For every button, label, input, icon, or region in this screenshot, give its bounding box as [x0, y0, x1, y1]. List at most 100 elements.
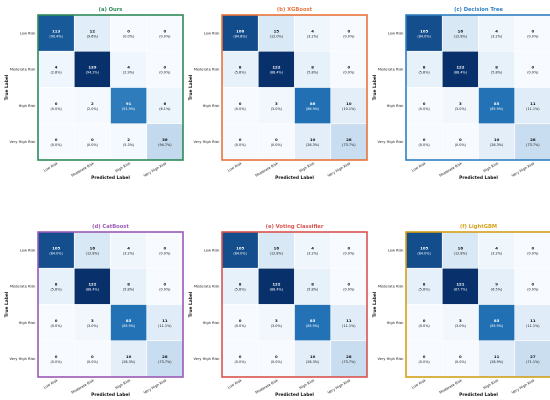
- panel-4-cell-r3-c3: [146, 340, 184, 378]
- panel-4-cell-r0-c0: [37, 231, 75, 269]
- panel-3-frame: [405, 14, 550, 161]
- panel-3-cell-pct-r1-c2: (5.8%): [491, 71, 503, 75]
- panel-2-cell-r0-c0: [221, 14, 259, 52]
- panel-3-x-axis-label: Predicted Label: [459, 175, 498, 181]
- panel-4-cell-r1-c0: [37, 267, 75, 305]
- panel-2-cell-r2-c1: [257, 87, 295, 125]
- panel-3-cell-count-r0-c0: 105: [420, 28, 428, 33]
- panel-4-cell-count-r2-c0: 0: [55, 318, 58, 323]
- panel-6-cell-pct-r0-c0: (84.0%): [417, 251, 431, 255]
- panel-1-cell-count-r3-c1: 0: [91, 137, 94, 142]
- panel-6-y-tick-0: Low Risk: [388, 248, 405, 252]
- panel-6-x-axis-label: Predicted Label: [459, 392, 498, 398]
- panel-1-cell-pct-r2-c1: (2.0%): [87, 107, 99, 111]
- panel-3-cell-pct-r3-c0: (0.0%): [418, 143, 430, 147]
- panel-5-cell-count-r1-c1: 122: [272, 282, 280, 287]
- panel-1-cell-r2-c1: [73, 87, 111, 125]
- panel-6-cell-r3-c3: [514, 340, 550, 378]
- panel-3-cell-pct-r3-c1: (0.0%): [455, 143, 467, 147]
- panel-5-cell-pct-r3-c0: (0.0%): [234, 360, 246, 364]
- panel-4-cell-count-r1-c0: 8: [55, 282, 58, 287]
- panel-5-cell-r2-c3: [330, 304, 368, 342]
- panel-4-cell-count-r2-c2: 85: [126, 318, 132, 323]
- panel-1-cell-count-r2-c2: 91: [126, 101, 132, 106]
- panel-5-frame: [221, 231, 368, 378]
- panel-3-cell-pct-r0-c3: (0.0%): [527, 34, 539, 38]
- panel-5-cell-pct-r1-c1: (88.4%): [270, 288, 284, 292]
- panel-2-cell-pct-r3-c1: (0.0%): [271, 143, 283, 147]
- panel-2-cell-pct-r3-c2: (26.3%): [306, 143, 320, 147]
- panel-3-cell-count-r2-c3: 11: [530, 101, 536, 106]
- panel-3-cell-pct-r3-c3: (73.7%): [526, 143, 540, 147]
- panel-5-cell-r0-c0: [221, 231, 259, 269]
- panel-6-cell-count-r1-c3: 0: [532, 282, 535, 287]
- panel-4-cell-pct-r1-c1: (88.4%): [86, 288, 100, 292]
- panel-6-cell-pct-r0-c3: (0.0%): [527, 251, 539, 255]
- panel-5-cell-count-r2-c1: 3: [275, 318, 278, 323]
- panel-4-y-tick-3: Very High Risk: [10, 357, 37, 361]
- panel-1-cell-r0-c1: [73, 14, 111, 52]
- panel-1-cell-count-r0-c3: 0: [164, 28, 167, 33]
- panel-4-y-tick-0: Low Risk: [20, 248, 37, 252]
- panel-2-cell-pct-r3-c0: (0.0%): [234, 143, 246, 147]
- panel-2-cell-pct-r0-c3: (0.0%): [343, 34, 355, 38]
- panel-1-cell-count-r2-c3: 6: [164, 101, 167, 106]
- panel-2-x-axis-label: Predicted Label: [275, 175, 314, 181]
- panel-5-cell-pct-r1-c0: (5.8%): [234, 288, 246, 292]
- panel-3-x-tick-2: High Risk: [483, 161, 500, 173]
- panel-6-cell-r2-c1: [441, 304, 479, 342]
- panel-5-cell-pct-r2-c2: (85.9%): [306, 324, 320, 328]
- panel-2-cell-count-r0-c1: 15: [274, 28, 280, 33]
- panel-5-cell-pct-r2-c3: (11.1%): [342, 324, 356, 328]
- panel-5-cell-count-r0-c1: 16: [274, 245, 280, 250]
- panel-1-cell-count-r1-c3: 0: [164, 65, 167, 70]
- panel-2-y-tick-3: Very High Risk: [194, 140, 221, 144]
- panel-4-x-tick-3: Very High Risk: [143, 378, 168, 395]
- panel-6-cell-r3-c2: [478, 340, 516, 378]
- panel-5-title: (e) Voting Classifier: [266, 224, 324, 230]
- panel-2-cell-pct-r2-c1: (3.0%): [271, 107, 283, 111]
- panel-3-y-tick-1: Moderate Risk: [378, 68, 405, 72]
- panel-2-cell-r1-c2: [294, 50, 332, 88]
- panel-3-y-tick-2: High Risk: [387, 104, 405, 108]
- panel-2-y-tick-1: Moderate Risk: [194, 68, 221, 72]
- panel-1-cell-pct-r0-c3: (0.0%): [159, 34, 171, 38]
- panel-3-cell-count-r3-c1: 0: [459, 137, 462, 142]
- panel-2-cell-count-r2-c1: 3: [275, 101, 278, 106]
- panel-3-cell-r0-c2: [478, 14, 516, 52]
- panel-1-cell-count-r2-c1: 2: [91, 101, 94, 106]
- panel-5-x-tick-0: Low Risk: [227, 378, 243, 390]
- panel-3-cell-r3-c0: [405, 123, 443, 161]
- panel-6-cell-pct-r0-c2: (3.2%): [491, 251, 503, 255]
- panel-6-cell-pct-r1-c3: (0.0%): [527, 288, 539, 292]
- panel-1-cell-r0-c0: [37, 14, 75, 52]
- panel-5-x-axis-label: Predicted Label: [275, 392, 314, 398]
- panel-5-cell-r3-c3: [330, 340, 368, 378]
- panel-6-cell-r2-c0: [405, 304, 443, 342]
- panel-3-cell-pct-r1-c0: (5.8%): [418, 71, 430, 75]
- panel-2-cell-pct-r1-c3: (0.0%): [343, 71, 355, 75]
- panel-3-cell-pct-r0-c1: (12.8%): [454, 34, 468, 38]
- panel-3-cell-r3-c3: [514, 123, 550, 161]
- panel-1-cell-pct-r1-c2: (2.9%): [123, 71, 135, 75]
- panel-6-cell-pct-r2-c3: (11.1%): [526, 324, 540, 328]
- panel-1-cell-r1-c3: [146, 50, 184, 88]
- panel-3-y-tick-0: Low Risk: [388, 31, 405, 35]
- panel-4-cell-r3-c1: [73, 340, 111, 378]
- panel-5-cell-count-r0-c0: 105: [236, 245, 244, 250]
- panel-2-y-tick-0: Low Risk: [204, 31, 221, 35]
- panel-4-cell-r1-c1: [73, 267, 111, 305]
- panel-2-cell-r1-c3: [330, 50, 368, 88]
- panel-6-cell-count-r2-c1: 3: [459, 318, 462, 323]
- panel-6-frame: [405, 231, 550, 378]
- panel-4-y-tick-1: Moderate Risk: [10, 285, 37, 289]
- panel-2-cell-r1-c1: [257, 50, 295, 88]
- panel-6-y-axis-label: True Label: [372, 291, 378, 317]
- panel-5-cell-count-r1-c0: 8: [239, 282, 242, 287]
- panel-4-cell-pct-r0-c1: (12.8%): [86, 251, 100, 255]
- panel-4-y-axis-label: True Label: [4, 291, 10, 317]
- panel-2-cell-r3-c2: [294, 123, 332, 161]
- panel-6-cell-count-r3-c0: 0: [423, 354, 426, 359]
- panel-5-cell-r1-c2: [294, 267, 332, 305]
- panel-6-cell-count-r2-c0: 0: [423, 318, 426, 323]
